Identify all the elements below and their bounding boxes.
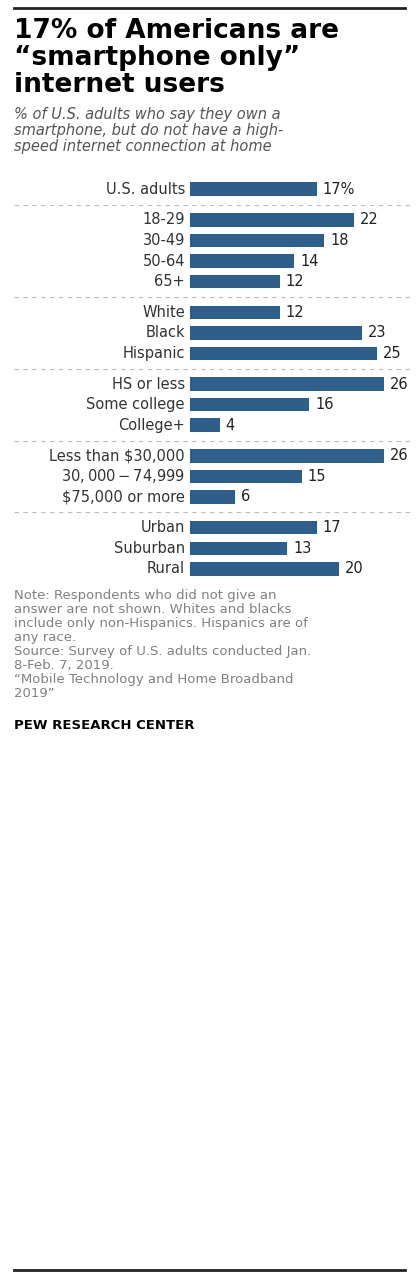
Text: 30-49: 30-49 xyxy=(143,233,185,248)
Text: U.S. adults: U.S. adults xyxy=(106,181,185,197)
Text: Some college: Some college xyxy=(87,397,185,412)
Text: 17%: 17% xyxy=(323,181,355,197)
Text: Suburban: Suburban xyxy=(114,541,185,556)
Bar xyxy=(190,542,287,555)
Text: 22: 22 xyxy=(360,212,379,227)
Text: answer are not shown. Whites and blacks: answer are not shown. Whites and blacks xyxy=(14,603,291,616)
Text: 4: 4 xyxy=(226,418,235,433)
Bar xyxy=(190,562,339,575)
Text: 2019”: 2019” xyxy=(14,688,55,700)
Bar xyxy=(190,275,280,289)
Text: $30,000-$74,999: $30,000-$74,999 xyxy=(61,468,185,486)
Bar xyxy=(190,305,280,320)
Bar xyxy=(190,213,354,226)
Text: 12: 12 xyxy=(285,305,304,320)
Text: 8-Feb. 7, 2019.: 8-Feb. 7, 2019. xyxy=(14,659,114,672)
Text: 20: 20 xyxy=(345,561,364,576)
Text: 16: 16 xyxy=(315,397,334,412)
Bar xyxy=(190,234,324,247)
Text: 65+: 65+ xyxy=(154,273,185,289)
Text: Black: Black xyxy=(145,326,185,340)
Text: include only non-Hispanics. Hispanics are of: include only non-Hispanics. Hispanics ar… xyxy=(14,617,308,630)
Text: 23: 23 xyxy=(367,326,386,340)
Text: Hispanic: Hispanic xyxy=(122,346,185,360)
Bar xyxy=(190,470,302,483)
Text: any race.: any race. xyxy=(14,631,76,644)
Bar xyxy=(190,449,384,463)
Text: 18-29: 18-29 xyxy=(143,212,185,227)
Text: $75,000 or more: $75,000 or more xyxy=(62,489,185,505)
Text: PEW RESEARCH CENTER: PEW RESEARCH CENTER xyxy=(14,720,194,732)
Text: 18: 18 xyxy=(330,233,349,248)
Text: 17: 17 xyxy=(323,520,342,535)
Text: Note: Respondents who did not give an: Note: Respondents who did not give an xyxy=(14,589,276,602)
Text: internet users: internet users xyxy=(14,72,225,98)
Text: 12: 12 xyxy=(285,273,304,289)
Text: smartphone, but do not have a high-: smartphone, but do not have a high- xyxy=(14,123,283,138)
Text: “Mobile Technology and Home Broadband: “Mobile Technology and Home Broadband xyxy=(14,674,293,686)
Bar xyxy=(190,491,235,504)
Text: Less than $30,000: Less than $30,000 xyxy=(49,449,185,464)
Text: 15: 15 xyxy=(308,469,326,484)
Text: 14: 14 xyxy=(301,253,319,268)
Text: % of U.S. adults who say they own a: % of U.S. adults who say they own a xyxy=(14,107,280,121)
Text: speed internet connection at home: speed internet connection at home xyxy=(14,139,272,155)
Bar xyxy=(190,254,294,268)
Text: 17% of Americans are: 17% of Americans are xyxy=(14,18,339,43)
Text: 25: 25 xyxy=(382,346,401,360)
Text: College+: College+ xyxy=(118,418,185,433)
Bar xyxy=(190,397,309,412)
Text: 6: 6 xyxy=(241,489,250,505)
Text: White: White xyxy=(142,305,185,320)
Text: 13: 13 xyxy=(293,541,311,556)
Text: 50-64: 50-64 xyxy=(143,253,185,268)
Text: Rural: Rural xyxy=(147,561,185,576)
Bar xyxy=(190,418,220,432)
Text: HS or less: HS or less xyxy=(112,377,185,391)
Text: “smartphone only”: “smartphone only” xyxy=(14,45,300,72)
Bar xyxy=(190,326,362,340)
Bar xyxy=(190,183,317,196)
Bar xyxy=(190,521,317,534)
Text: 26: 26 xyxy=(390,377,408,391)
Text: 26: 26 xyxy=(390,449,408,464)
Bar xyxy=(190,346,377,360)
Text: Source: Survey of U.S. adults conducted Jan.: Source: Survey of U.S. adults conducted … xyxy=(14,645,311,658)
Text: Urban: Urban xyxy=(140,520,185,535)
Bar xyxy=(190,377,384,391)
